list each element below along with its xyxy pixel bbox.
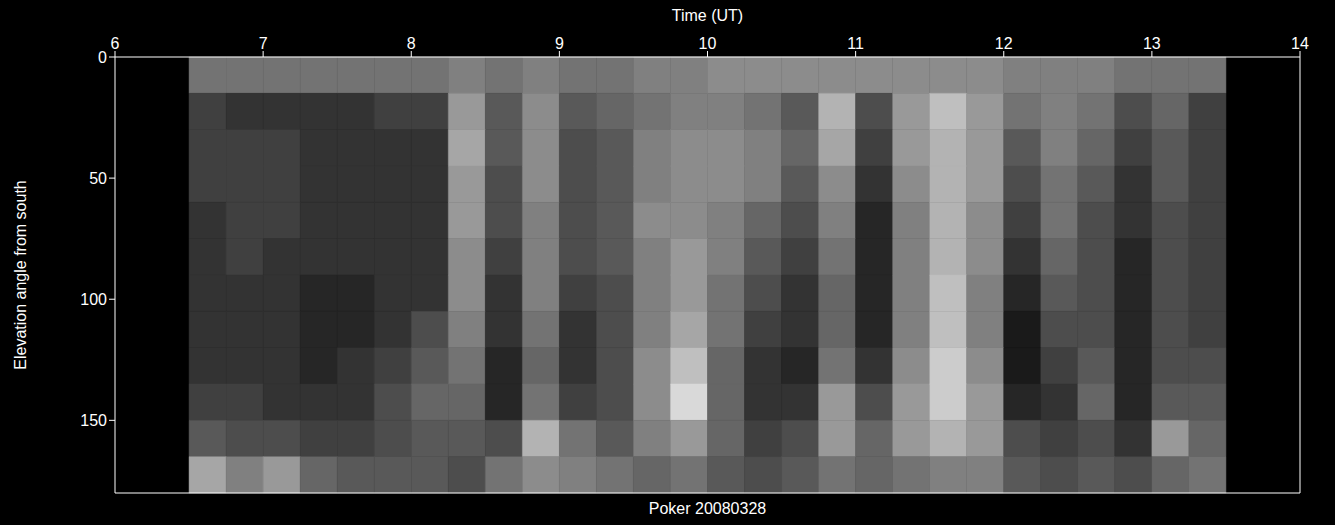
svg-text:Time (UT): Time (UT): [672, 7, 743, 24]
svg-text:8: 8: [407, 35, 416, 52]
svg-text:100: 100: [80, 291, 107, 308]
svg-text:10: 10: [699, 35, 717, 52]
svg-text:50: 50: [89, 170, 107, 187]
svg-text:11: 11: [847, 35, 864, 52]
svg-text:13: 13: [1143, 35, 1161, 52]
svg-text:150: 150: [80, 412, 107, 429]
svg-text:6: 6: [111, 35, 120, 52]
svg-text:12: 12: [995, 35, 1013, 52]
svg-text:14: 14: [1291, 35, 1309, 52]
svg-text:Elevation angle from south: Elevation angle from south: [12, 180, 29, 369]
svg-text:0: 0: [98, 49, 107, 66]
svg-text:9: 9: [555, 35, 564, 52]
html-text:Poker 20080328: Poker 20080328: [648, 500, 767, 517]
svg-text:7: 7: [259, 35, 268, 52]
